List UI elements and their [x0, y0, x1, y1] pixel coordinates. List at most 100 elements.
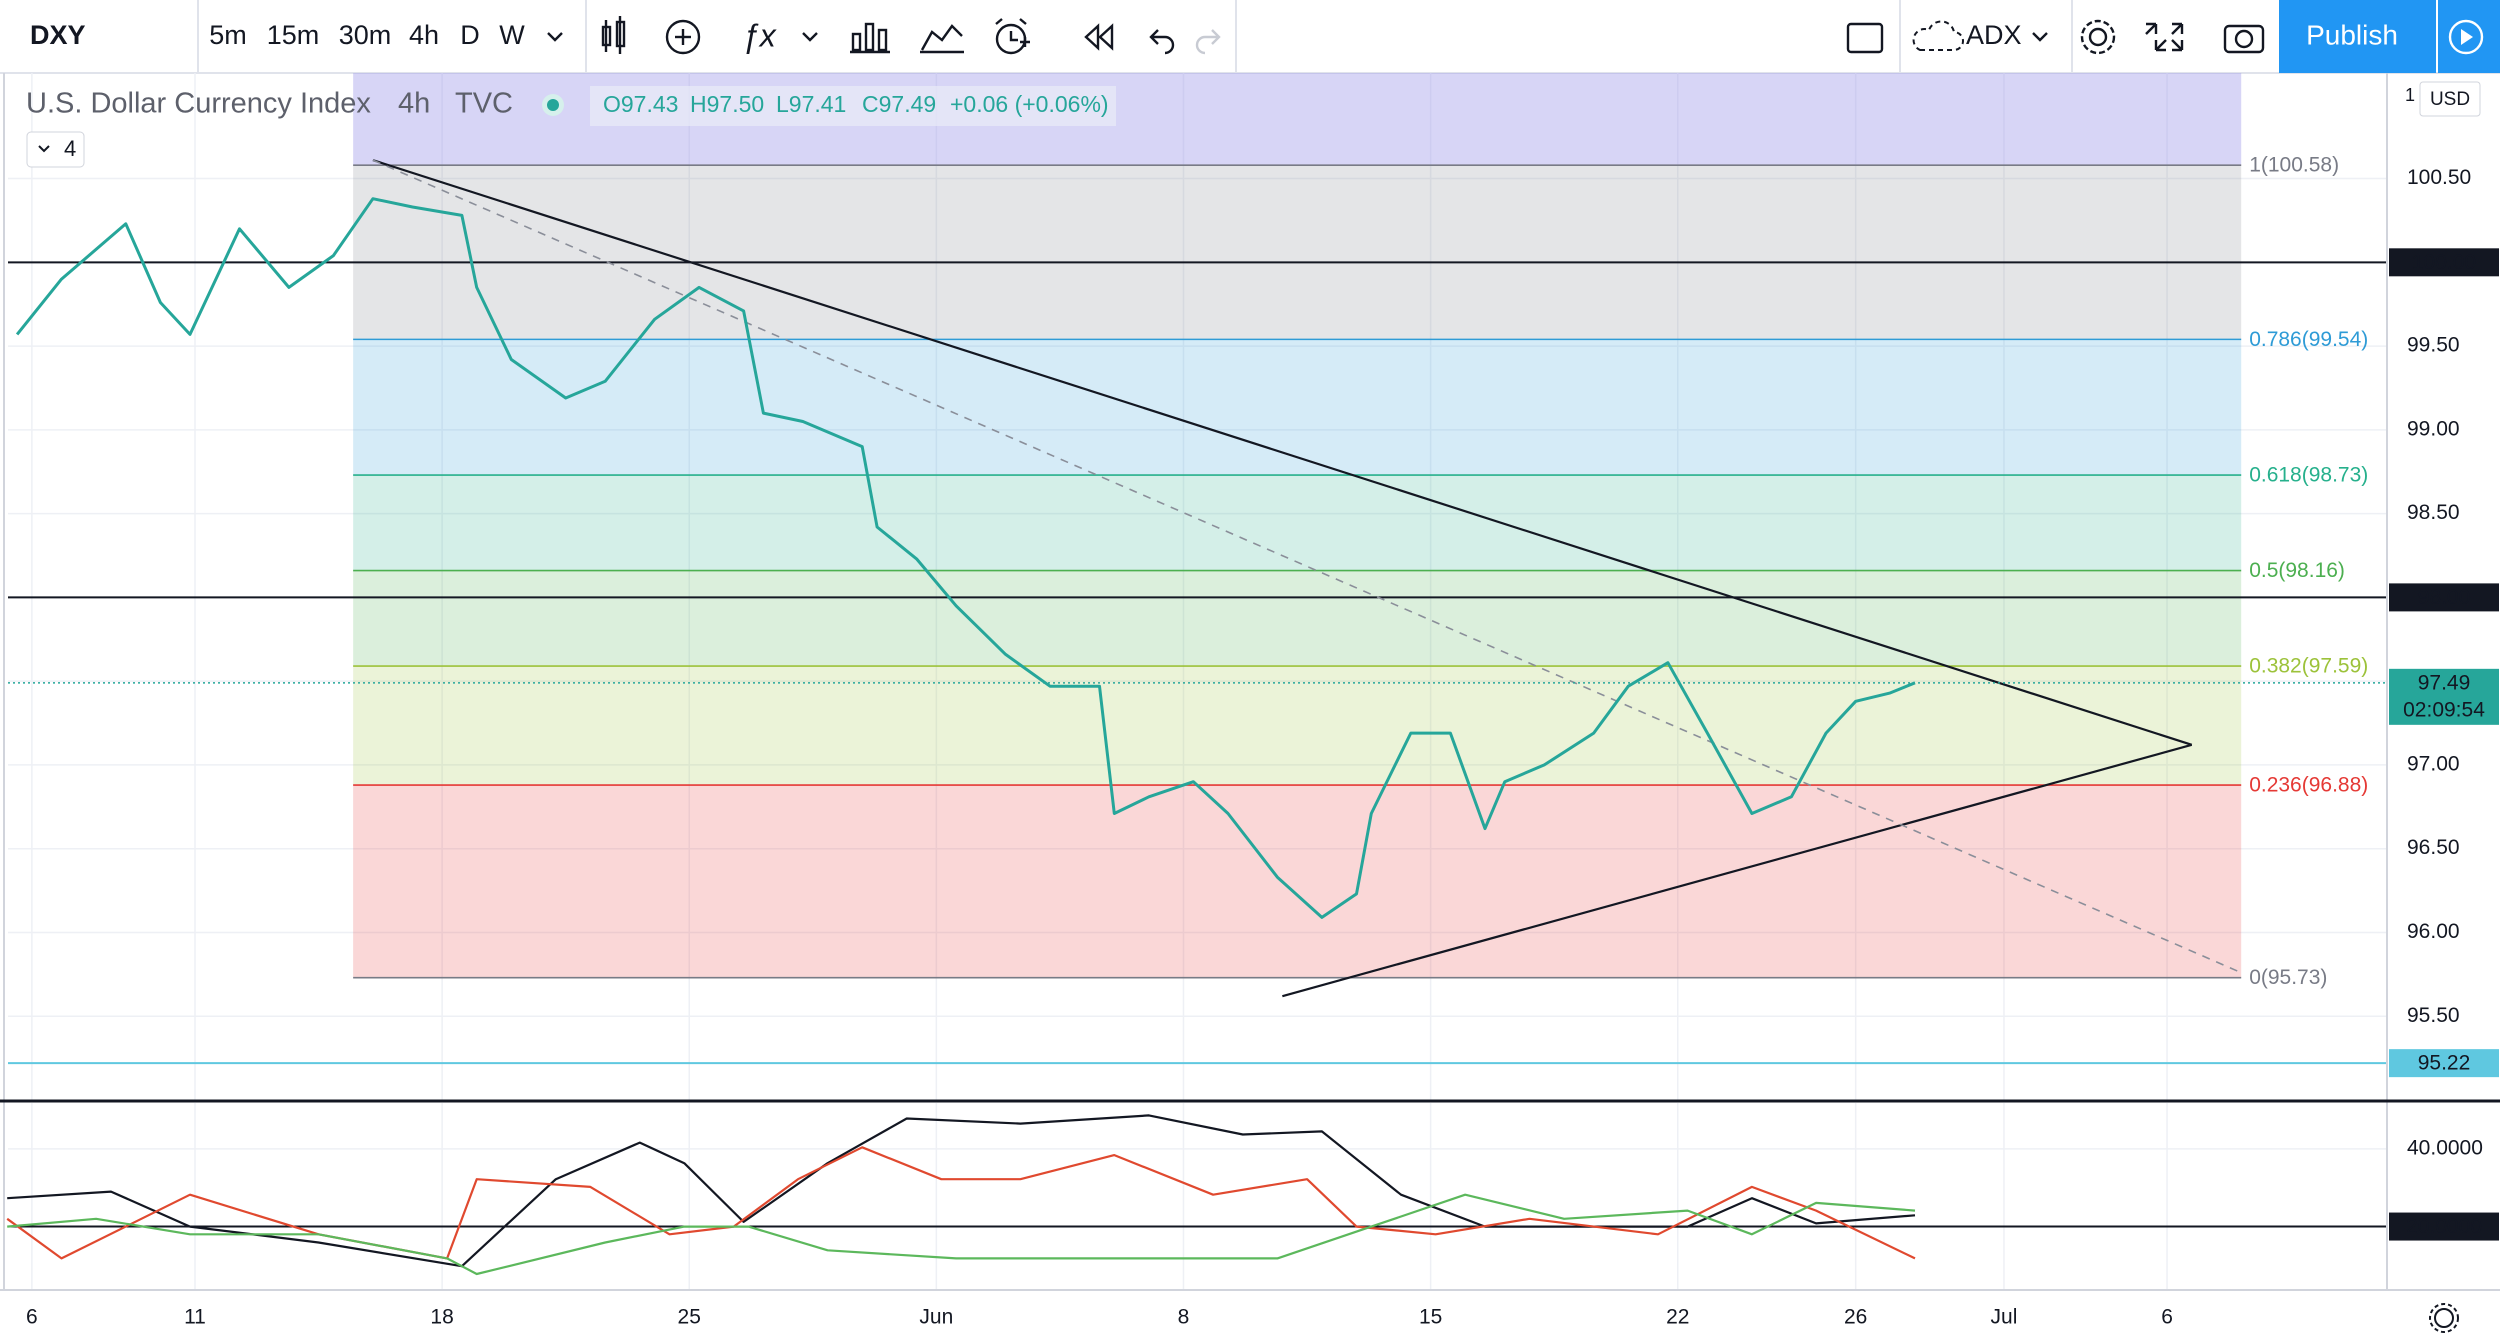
fib-label: 0.236(96.88) [2249, 774, 2368, 797]
play-icon[interactable] [2448, 19, 2484, 55]
interval-button[interactable]: 5m [209, 20, 247, 50]
currency-box[interactable] [2419, 81, 2481, 117]
collapse-icon [38, 145, 50, 153]
replay-button[interactable] [1084, 23, 1114, 51]
ohlc-value: C97.49 [862, 91, 936, 117]
horizontal-line-label: 95.22 [2418, 1052, 2471, 1075]
last-price-box [2389, 668, 2499, 725]
series-line [15, 197, 1916, 919]
x-tick-label: 6 [26, 1306, 38, 1329]
currency-marker: 1 [2405, 85, 2415, 105]
snapshot-button[interactable] [2223, 24, 2265, 54]
symbol[interactable]: DXY [30, 20, 86, 50]
x-tick-label: 15 [1419, 1306, 1442, 1329]
x-tick-label: 8 [1178, 1306, 1190, 1329]
interval-button[interactable]: 15m [267, 20, 320, 50]
fib-band [353, 339, 2242, 476]
ohlc-value: H97.50 [690, 91, 764, 117]
publish-label[interactable]: Publish [2306, 19, 2398, 50]
x-tick-label: 22 [1666, 1306, 1689, 1329]
axes: 95.5096.0096.5097.0097.5098.5099.0099.50… [0, 73, 2500, 1329]
status-dot [547, 99, 559, 111]
y-tick-label: 99.00 [2407, 417, 2460, 440]
y-tick-label: 98.50 [2407, 501, 2460, 524]
legend-title: U.S. Dollar Currency Index [26, 88, 371, 120]
ohlc-value: O97.43 [603, 91, 678, 117]
publish-button[interactable] [2279, 0, 2436, 73]
cloud-icon[interactable] [1912, 20, 1964, 51]
y-tick-label: 97.00 [2407, 752, 2460, 775]
chart-type-button[interactable] [601, 16, 626, 54]
redo-button[interactable] [1195, 29, 1221, 55]
ohlc-value: L97.41 [776, 91, 846, 117]
last-price-label: 97.49 [2418, 671, 2471, 694]
interval-group: 5m 15m 30m 4h D W [209, 20, 525, 50]
series-line [6, 1146, 1916, 1260]
undo-button[interactable] [1149, 29, 1175, 55]
horizontal-line-label: 98.00 [2418, 586, 2471, 609]
horizontal-line-label: 20.0000 [2406, 1215, 2482, 1238]
fib-label: 1(100.58) [2249, 154, 2339, 177]
play-triangle [2461, 29, 2473, 45]
ohlc-value: +0.06 (+0.06%) [950, 91, 1109, 117]
x-tick-label: 6 [2161, 1306, 2173, 1329]
interval-menu[interactable] [547, 32, 563, 42]
trend-line [372, 159, 2242, 974]
settings-button[interactable] [2080, 19, 2116, 55]
layout-menu[interactable] [2032, 32, 2048, 42]
trend-line [1282, 743, 2193, 998]
horizontal-line-label-box [2389, 583, 2499, 612]
fib-band [353, 165, 2242, 340]
indicator-template-button[interactable] [920, 24, 964, 54]
x-tick-label: 25 [678, 1306, 701, 1329]
fib-band [353, 666, 2242, 786]
fib-label: 0.5(98.16) [2249, 559, 2345, 582]
horizontal-line-label-box [2389, 248, 2499, 277]
templates-button[interactable] [850, 22, 890, 54]
y-tick-label: 96.50 [2407, 836, 2460, 859]
indicators-menu[interactable] [802, 32, 818, 42]
indicators-button[interactable]: ƒx [742, 17, 777, 53]
compare-button[interactable] [665, 19, 701, 55]
alert-button[interactable] [995, 18, 1030, 55]
x-tick-label: Jul [1991, 1306, 2018, 1329]
x-tick-label: Jun [919, 1306, 953, 1329]
fib-band [353, 785, 2242, 978]
interval-button[interactable]: 30m [339, 20, 392, 50]
y-tick-label: 95.50 [2407, 1004, 2460, 1027]
legend-interval: 4h [398, 88, 430, 120]
collapse-count[interactable]: 4 [64, 136, 76, 161]
horizontal-line-label: 100.00 [2412, 251, 2476, 274]
interval-button[interactable]: 4h [409, 20, 439, 50]
series-line [7, 1193, 1916, 1276]
y-tick-label: 99.50 [2407, 334, 2460, 357]
layout-button[interactable] [1846, 22, 1884, 54]
toolbar [0, 0, 2500, 73]
x-tick-label: 26 [1844, 1306, 1867, 1329]
horizontal-line-label-box [2389, 1212, 2499, 1241]
collapse-button[interactable] [26, 131, 85, 168]
saved-layout[interactable]: ADX [1966, 20, 2022, 50]
x-tick-label: 11 [184, 1306, 206, 1329]
indicator-pane [6, 1103, 2387, 1290]
y-tick-label: 40.0000 [2407, 1136, 2483, 1159]
fib-band [353, 570, 2242, 667]
fullscreen-button[interactable] [2145, 22, 2184, 52]
interval-button[interactable]: W [499, 20, 525, 50]
y-tick-label: 96.00 [2407, 920, 2460, 943]
currency[interactable]: USD [2430, 89, 2470, 110]
interval-button[interactable]: D [460, 20, 480, 50]
countdown: 02:09:54 [2403, 698, 2485, 721]
time-settings[interactable] [2429, 1303, 2459, 1333]
x-tick-label: 18 [430, 1306, 453, 1329]
ohlc: O97.43 H97.50 L97.41 C97.49 +0.06 (+0.06%) [603, 91, 1109, 117]
fib-label: 0(95.73) [2249, 966, 2327, 989]
fib-label: 0.786(99.54) [2249, 328, 2368, 351]
trend-line [372, 159, 2193, 746]
fib-band [353, 475, 2242, 571]
ohlc-bg [590, 86, 1116, 126]
fib-label: 0.618(98.73) [2249, 464, 2368, 487]
horizontal-line-label-box [2389, 1049, 2499, 1078]
